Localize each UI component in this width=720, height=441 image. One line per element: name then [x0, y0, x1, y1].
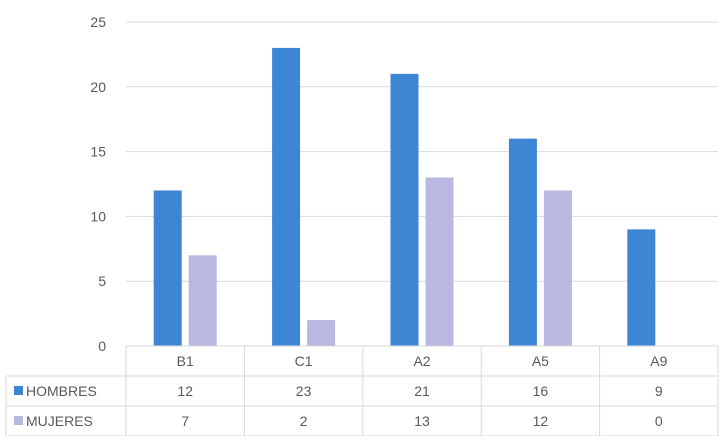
bar-mujeres-a5: [543, 190, 572, 346]
legend-key-mujeres: [14, 416, 23, 425]
y-tick-label: 20: [90, 79, 106, 95]
table-value: 12: [177, 383, 193, 399]
table-value: 13: [414, 413, 430, 429]
x-category-label: C1: [295, 353, 313, 369]
legend-label-mujeres: MUJERES: [26, 413, 93, 429]
bar-hombres-b1: [153, 190, 182, 346]
table-value: 7: [181, 413, 189, 429]
bar-mujeres-a2: [425, 177, 454, 346]
y-tick-label: 15: [90, 144, 106, 160]
y-axis-ticks: 0 5 10 15 20 25: [90, 14, 106, 354]
bar-hombres-a2: [390, 73, 419, 346]
legend-key-hombres: [14, 386, 23, 395]
bar-mujeres-b1: [188, 255, 217, 346]
table-value: 9: [655, 383, 663, 399]
x-category-label: A2: [413, 353, 430, 369]
gridlines: [126, 21, 718, 282]
data-table: B1 C1 A2 A5 A9 HOMBRES 12 23 21 16 9 MUJERES 7 2 13 12 0: [5, 345, 719, 437]
table-value: 12: [533, 413, 549, 429]
table-value: 21: [414, 383, 430, 399]
y-tick-label: 0: [98, 338, 106, 354]
table-value: 23: [296, 383, 312, 399]
y-tick-label: 25: [90, 14, 106, 30]
y-tick-label: 5: [98, 273, 106, 289]
bars: [153, 47, 656, 347]
y-tick-label: 10: [90, 208, 106, 224]
bar-hombres-a5: [508, 138, 537, 346]
x-category-label: A5: [532, 353, 549, 369]
legend-label-hombres: HOMBRES: [26, 383, 97, 399]
table-value: 16: [533, 383, 549, 399]
bar-hombres-a9: [627, 229, 656, 346]
bar-hombres-c1: [272, 47, 301, 347]
table-value: 2: [300, 413, 308, 429]
x-category-label: B1: [177, 353, 194, 369]
x-category-label: A9: [650, 353, 667, 369]
table-value: 0: [655, 413, 663, 429]
bar-mujeres-c1: [307, 320, 336, 346]
